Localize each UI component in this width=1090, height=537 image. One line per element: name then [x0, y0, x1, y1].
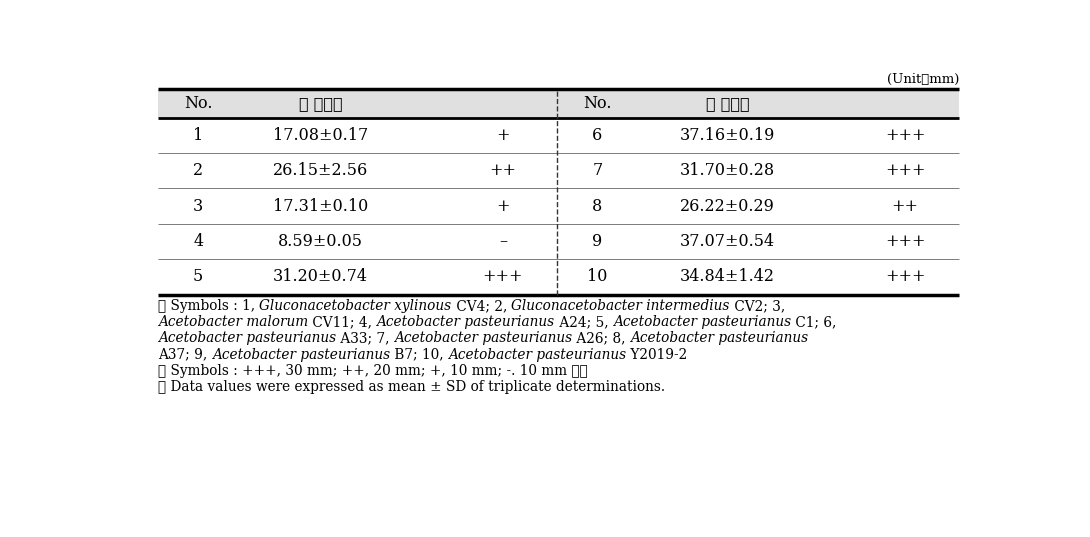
Text: 26.15±2.56: 26.15±2.56 [274, 162, 368, 179]
Text: 4: 4 [193, 233, 204, 250]
Text: Y2019-2: Y2019-2 [626, 347, 687, 361]
Text: 34.84±1.42: 34.84±1.42 [680, 268, 775, 286]
Text: CV2; 3,: CV2; 3, [729, 299, 785, 313]
Text: Acetobacter pasteurianus: Acetobacter pasteurianus [376, 315, 555, 329]
Text: Gluconacetobacter intermedius: Gluconacetobacter intermedius [511, 299, 729, 313]
Text: +: + [496, 198, 510, 215]
Text: 산 생성능: 산 생성능 [299, 95, 342, 112]
Text: (Unit：mm): (Unit：mm) [887, 72, 959, 85]
Text: A26; 8,: A26; 8, [572, 331, 630, 345]
Text: +++: +++ [885, 162, 925, 179]
Text: +: + [496, 127, 510, 144]
Bar [158, 89, 959, 118]
Text: 5: 5 [193, 268, 204, 286]
Text: 2: 2 [193, 162, 204, 179]
Text: B7; 10,: B7; 10, [390, 347, 448, 361]
Text: CV11; 4,: CV11; 4, [308, 315, 376, 329]
Text: ++: ++ [892, 198, 919, 215]
Text: ++: ++ [489, 162, 517, 179]
Text: 산 생성능: 산 생성능 [705, 95, 750, 112]
Text: 9: 9 [592, 233, 603, 250]
Text: ※ Symbols : +++, 30 mm; ++, 20 mm; +, 10 mm; -. 10 mm 미만: ※ Symbols : +++, 30 mm; ++, 20 mm; +, 10… [158, 364, 588, 378]
Text: 3: 3 [193, 198, 204, 215]
Text: 31.20±0.74: 31.20±0.74 [274, 268, 368, 286]
Text: Acetobacter pasteurianus: Acetobacter pasteurianus [613, 315, 790, 329]
Text: Gluconacetobacter xylinous: Gluconacetobacter xylinous [259, 299, 451, 313]
Text: 7: 7 [592, 162, 603, 179]
Text: –: – [499, 233, 507, 250]
Text: 31.70±0.28: 31.70±0.28 [680, 162, 775, 179]
Text: 10: 10 [588, 268, 607, 286]
Text: Acetobacter pasteurianus: Acetobacter pasteurianus [393, 331, 572, 345]
Text: No.: No. [184, 95, 213, 112]
Text: +++: +++ [885, 233, 925, 250]
Text: Acetobacter pasteurianus: Acetobacter pasteurianus [448, 347, 626, 361]
Text: ※ Data values were expressed as mean ± SD of triplicate determinations.: ※ Data values were expressed as mean ± S… [158, 380, 665, 394]
Text: CV4; 2,: CV4; 2, [451, 299, 511, 313]
Text: 26.22±0.29: 26.22±0.29 [680, 198, 775, 215]
Text: A24; 5,: A24; 5, [555, 315, 613, 329]
Text: No.: No. [583, 95, 611, 112]
Text: Acetobacter pasteurianus: Acetobacter pasteurianus [630, 331, 808, 345]
Text: 8.59±0.05: 8.59±0.05 [278, 233, 363, 250]
Text: 17.08±0.17: 17.08±0.17 [274, 127, 368, 144]
Text: Acetobacter malorum: Acetobacter malorum [158, 315, 308, 329]
Text: 37.07±0.54: 37.07±0.54 [680, 233, 775, 250]
Text: A37; 9,: A37; 9, [158, 347, 211, 361]
Text: C1; 6,: C1; 6, [790, 315, 836, 329]
Text: 8: 8 [592, 198, 603, 215]
Text: ※ Symbols : 1,: ※ Symbols : 1, [158, 299, 259, 313]
Text: +++: +++ [885, 268, 925, 286]
Text: +++: +++ [885, 127, 925, 144]
Text: A33; 7,: A33; 7, [336, 331, 393, 345]
Text: 17.31±0.10: 17.31±0.10 [274, 198, 368, 215]
Text: 6: 6 [592, 127, 603, 144]
Text: 37.16±0.19: 37.16±0.19 [680, 127, 775, 144]
Text: Acetobacter pasteurianus: Acetobacter pasteurianus [158, 331, 336, 345]
Text: 1: 1 [193, 127, 204, 144]
Text: +++: +++ [483, 268, 523, 286]
Text: Acetobacter pasteurianus: Acetobacter pasteurianus [211, 347, 390, 361]
